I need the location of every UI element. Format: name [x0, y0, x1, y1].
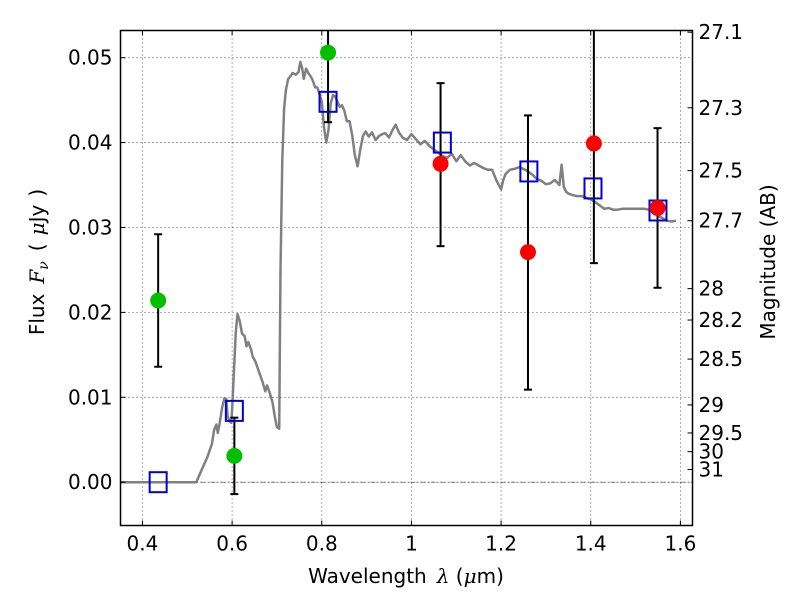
y-axis-label-unit-open: (: [25, 243, 49, 251]
y-axis-label-text: Flux: [25, 293, 49, 335]
x-tick-label: 0.8: [306, 532, 338, 556]
x-tick-label: 1.2: [485, 532, 517, 556]
x-axis-label-unit-open: (: [449, 564, 463, 588]
axes-frame: [119, 29, 694, 527]
y-tick-label: 0.01: [68, 385, 113, 409]
optical-flux-point: [226, 447, 243, 464]
nir-flux-point: [649, 199, 666, 216]
x-tick-label: 1.4: [575, 532, 607, 556]
y2-tick-label: 27.1: [699, 20, 744, 44]
y2-tick-label: 29.5: [699, 421, 744, 445]
y2-tick-label: 30: [699, 440, 724, 464]
y-tick-label: 0.02: [68, 300, 113, 324]
model-flux-square: [318, 90, 338, 113]
x-tick-label: 0.6: [216, 532, 248, 556]
y-axis-label-unit-rest: Jy: [25, 204, 49, 224]
y-axis-label-unit-mu: μ: [25, 222, 49, 235]
model-flux-square: [148, 471, 168, 494]
x-axis-label-unit-mu: μ: [464, 564, 477, 588]
model-flux-square: [519, 160, 539, 183]
optical-flux-point: [320, 44, 337, 61]
series-group: [120, 30, 677, 496]
y2-tick-label: 27.7: [699, 209, 744, 233]
x-tick-label: 1.6: [664, 532, 696, 556]
y2-tick-label: 31: [699, 457, 724, 481]
y-tick-label: 0.03: [68, 215, 113, 239]
x-axis-label: Wavelength λ (μm): [308, 564, 504, 588]
nir-flux-point: [519, 244, 536, 261]
y2-tick-label: 28.5: [699, 347, 744, 371]
x-tick-label: 1: [405, 532, 418, 556]
optical-flux-point: [150, 292, 167, 309]
plot-area: [120, 30, 677, 496]
model-flux-square: [224, 399, 244, 422]
y2-tick-label: 28: [699, 277, 724, 301]
x-axis-label-symbol: λ: [436, 564, 450, 588]
nir-flux-point: [585, 135, 602, 152]
x-tick-label: 0.4: [127, 532, 159, 556]
y-axis-label-unit-close: ): [25, 189, 49, 197]
y-tick-label: 0.00: [68, 470, 113, 494]
y2-axis-label: Magnitude (AB): [756, 184, 780, 339]
x-axis-label-text: Wavelength: [308, 564, 427, 588]
y-axis-label: Flux Fν ( μJy): [25, 189, 52, 335]
y-axis-label-symbol: F: [25, 269, 49, 285]
y-tick-label: 0.05: [68, 46, 113, 70]
x-axis-label-unit-rest: m): [477, 564, 504, 588]
spectrum-line: [120, 60, 677, 484]
y-tick-label: 0.04: [68, 131, 113, 155]
y2-tick-label: 28.2: [699, 308, 744, 332]
x-axis: 0.4 0.6 0.8 1 1.2 1.4 1.6: [127, 30, 696, 556]
y2-tick-label: 27.3: [699, 96, 744, 120]
model-flux-square: [432, 131, 452, 154]
model-flux-square: [583, 177, 603, 200]
y2-tick-label: 27.5: [699, 159, 744, 183]
y2-tick-label: 29: [699, 393, 724, 417]
y-axis-label-subscript: ν: [36, 261, 52, 270]
grid: [120, 30, 693, 526]
nir-flux-point: [432, 155, 449, 172]
y-axis: 0.00 0.01 0.02 0.03 0.04 0.05: [68, 46, 126, 494]
